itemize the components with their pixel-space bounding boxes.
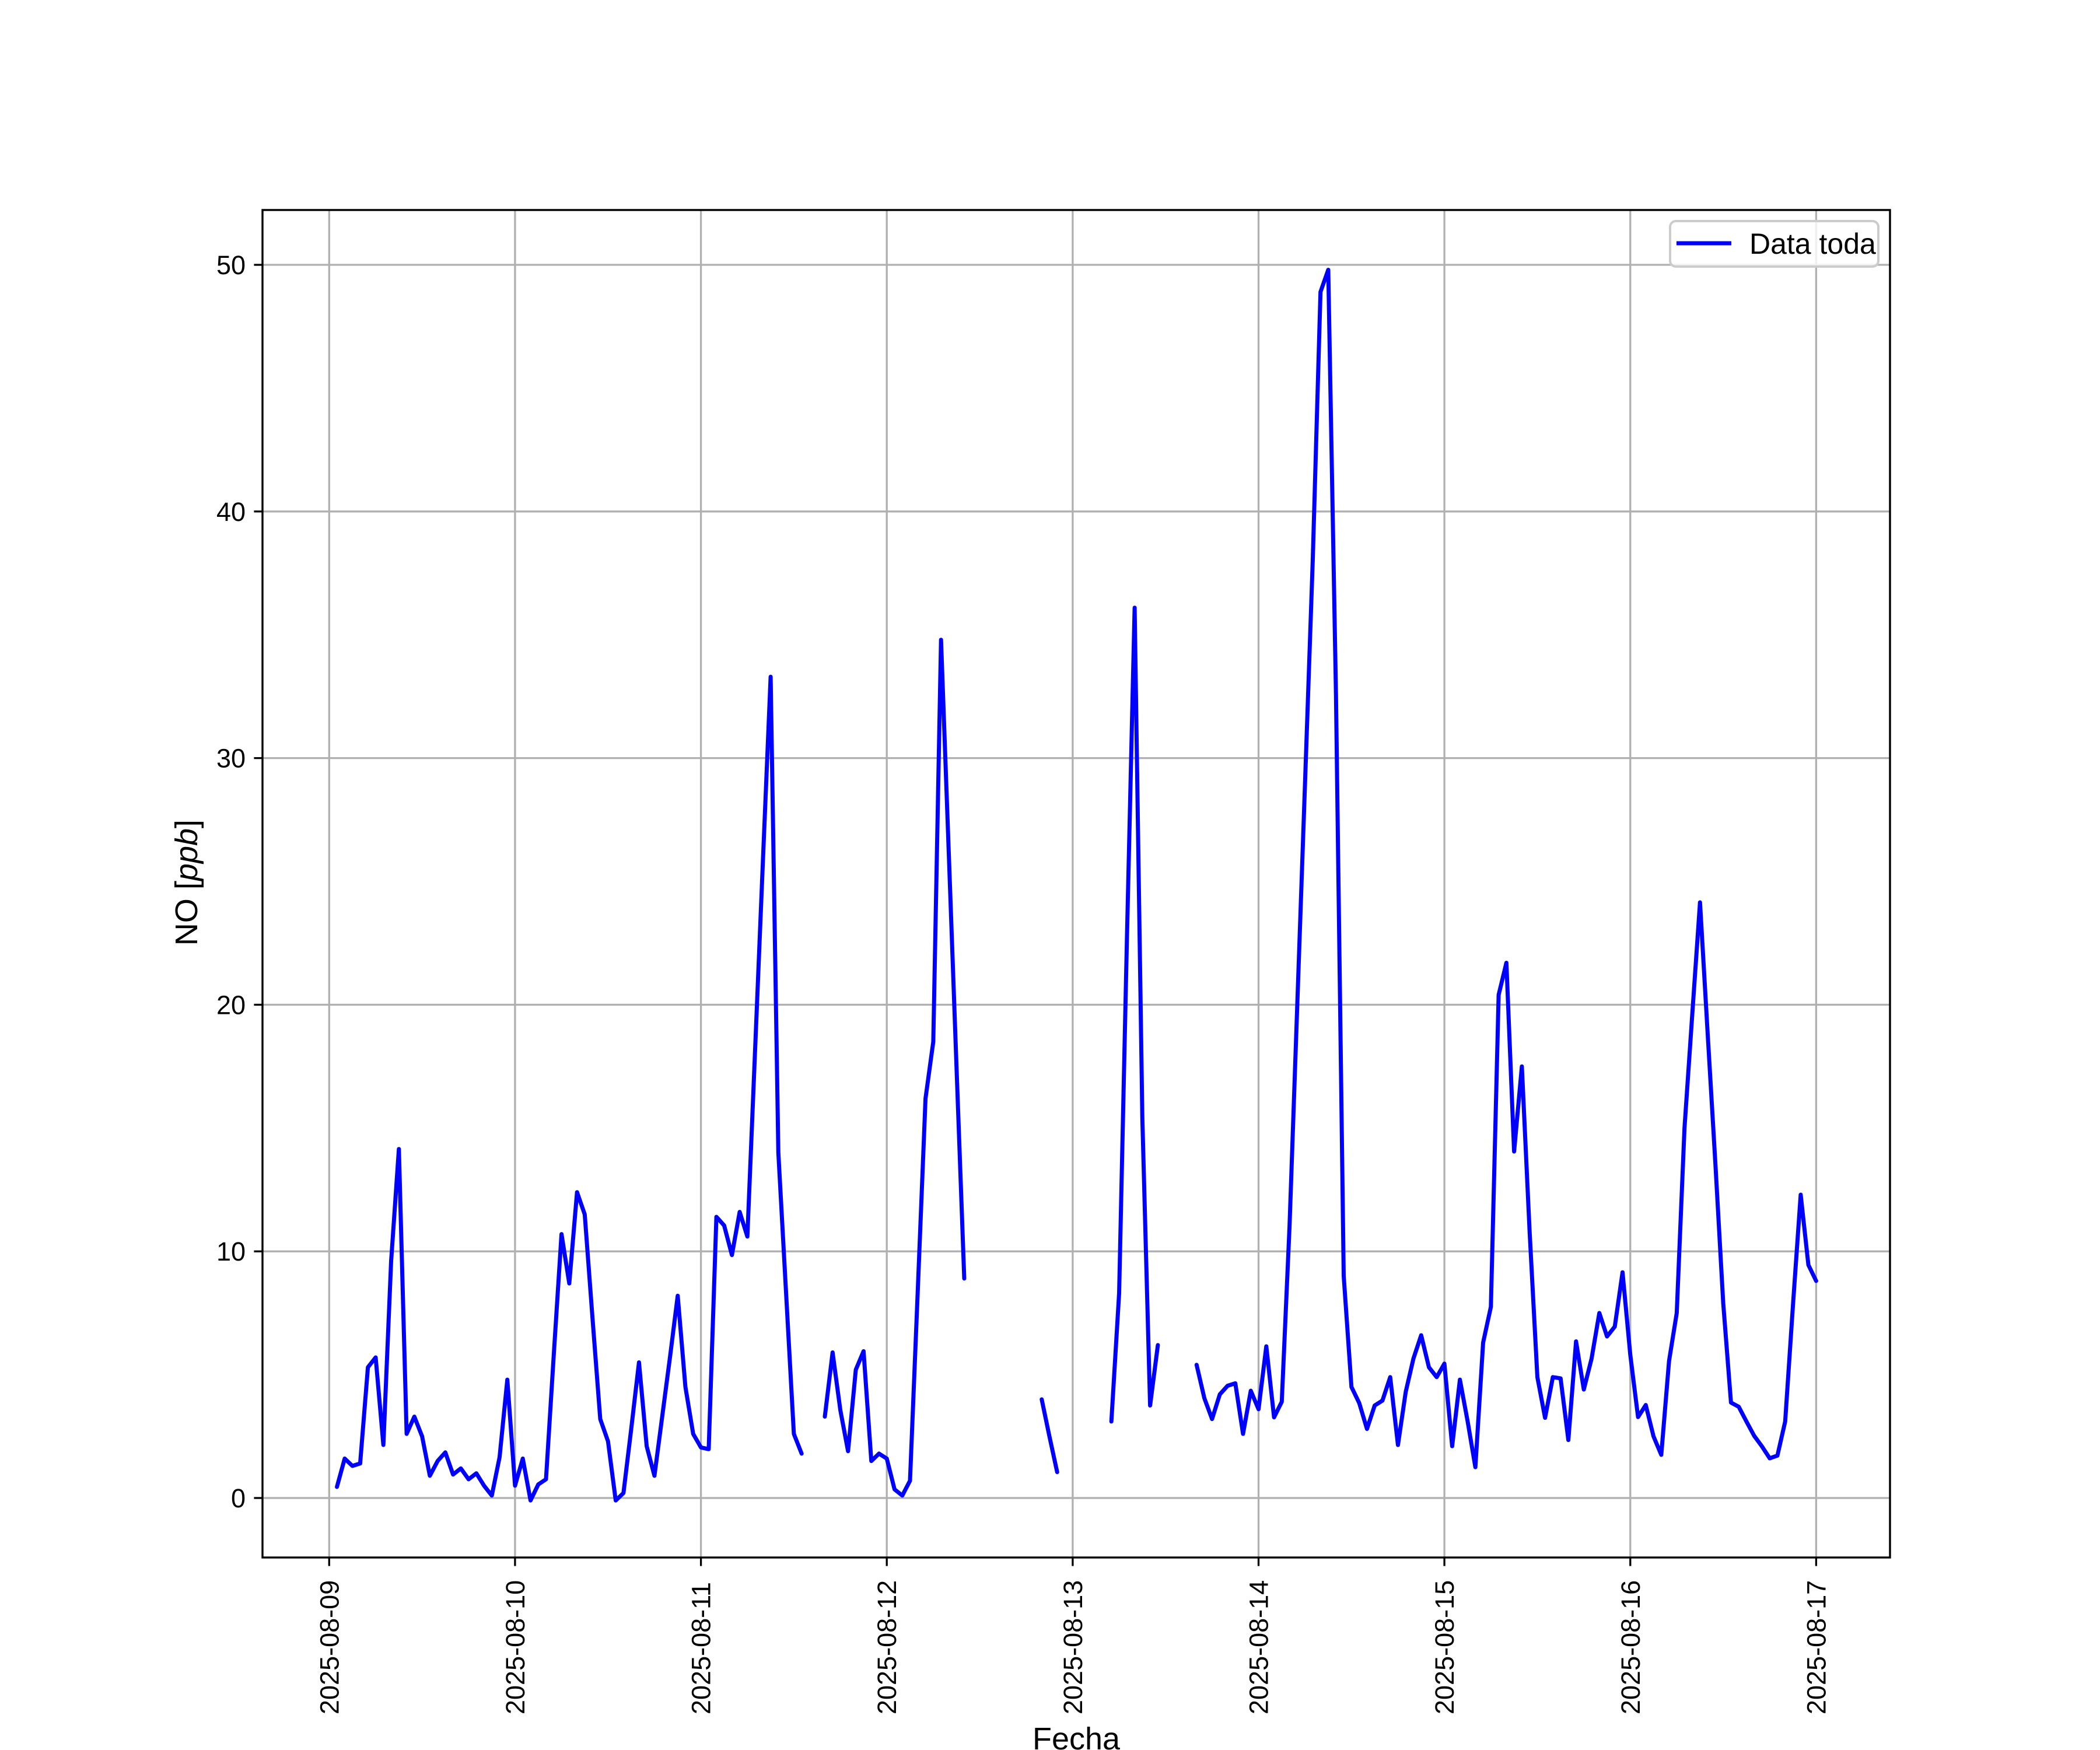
svg-text:NO [ppb]: NO [ppb] — [169, 820, 204, 946]
svg-text:2025-08-16: 2025-08-16 — [1616, 1580, 1646, 1714]
svg-text:2025-08-13: 2025-08-13 — [1058, 1580, 1088, 1714]
svg-text:50: 50 — [216, 250, 246, 280]
svg-text:2025-08-14: 2025-08-14 — [1244, 1580, 1274, 1714]
svg-text:2025-08-17: 2025-08-17 — [1801, 1580, 1831, 1714]
svg-text:40: 40 — [216, 497, 246, 527]
svg-text:Data toda: Data toda — [1749, 228, 1876, 260]
svg-text:Fecha: Fecha — [1032, 1721, 1121, 1750]
svg-text:2025-08-10: 2025-08-10 — [501, 1580, 530, 1714]
svg-text:2025-08-11: 2025-08-11 — [687, 1582, 716, 1714]
svg-text:10: 10 — [216, 1237, 246, 1266]
svg-text:2025-08-15: 2025-08-15 — [1430, 1580, 1460, 1714]
svg-text:20: 20 — [216, 990, 246, 1020]
svg-text:2025-08-12: 2025-08-12 — [872, 1580, 902, 1714]
svg-text:30: 30 — [216, 744, 246, 774]
svg-text:2025-08-09: 2025-08-09 — [314, 1580, 344, 1714]
svg-text:0: 0 — [231, 1483, 246, 1513]
